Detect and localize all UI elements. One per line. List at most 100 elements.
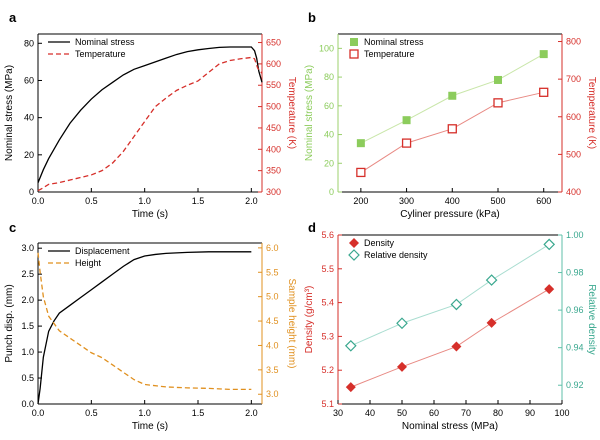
- x-axis-label: Time (s): [132, 209, 168, 220]
- y-tick-label: 2.5: [21, 269, 34, 279]
- y2-tick-label: 350: [266, 166, 281, 176]
- data-point: [450, 298, 463, 311]
- series-line-1: [37, 251, 252, 405]
- data-point: [493, 98, 503, 108]
- y2-tick-label: 500: [266, 102, 281, 112]
- y2-tick-label: 400: [266, 144, 281, 154]
- y2-tick-label: 0.98: [566, 268, 584, 278]
- x-tick-label: 200: [353, 196, 368, 206]
- data-point: [448, 91, 457, 100]
- data-point: [544, 284, 555, 295]
- x-tick-label: 0.5: [85, 408, 98, 418]
- y-axis-label: Punch disp. (mm): [4, 284, 15, 362]
- y-tick-label: 100: [319, 43, 334, 53]
- panel-c: c 0.0 0.5 1.0 1.5 2.0 0.0 0.5 1.0 1.5 2.0 2.5 3.0 3.0…: [4, 220, 297, 432]
- y2-tick-label: 0.94: [566, 343, 584, 353]
- series-line-1: [350, 288, 550, 388]
- y2-tick-label: 700: [566, 74, 581, 84]
- y2-tick-label: 550: [266, 80, 281, 90]
- y2-tick-label: 4.0: [266, 340, 279, 350]
- data-point: [485, 274, 498, 286]
- y-tick-label: 0.5: [21, 373, 34, 383]
- x-tick-label: 1.5: [192, 196, 205, 206]
- x-tick-label: 30: [333, 408, 343, 418]
- y2-tick-label: 4.5: [266, 316, 279, 326]
- x-tick-label: 0.0: [32, 196, 45, 206]
- x-tick-label: 1.0: [138, 408, 151, 418]
- x-axis-label: Cyliner pressure (kPa): [400, 209, 499, 220]
- panel-letter: c: [9, 220, 16, 235]
- y-tick-label: 5.6: [321, 230, 334, 240]
- y2-tick-label: 600: [566, 112, 581, 122]
- x-tick-label: 40: [365, 408, 375, 418]
- data-point: [396, 317, 408, 330]
- panel-d: d 30 40 50 60 70 80 90 100 5.1 5.2 5.3 5.4 5.5 5.6 0.92…: [304, 220, 597, 432]
- y-tick-label: 40: [24, 113, 34, 123]
- y-tick-label: 20: [324, 158, 334, 168]
- panel-letter: a: [9, 10, 17, 25]
- data-point: [494, 75, 502, 84]
- data-point: [401, 138, 412, 148]
- y-tick-label: 80: [24, 38, 34, 48]
- y-tick-label: 5.1: [321, 399, 334, 409]
- y2-tick-label: 5.5: [266, 267, 279, 277]
- panel-letter: b: [308, 10, 316, 25]
- y-tick-label: 0: [29, 187, 34, 197]
- data-point: [402, 116, 411, 125]
- y-tick-label: 20: [24, 150, 34, 160]
- y2-tick-label: 0.92: [566, 380, 584, 390]
- legend-label: Height: [75, 258, 102, 268]
- y-tick-label: 60: [24, 75, 34, 85]
- legend-swatch: [349, 238, 359, 248]
- x-tick-label: 70: [461, 408, 471, 418]
- x-axis-label: Nominal stress (MPa): [402, 421, 498, 432]
- y2-tick-label: 6.0: [266, 243, 279, 253]
- x-tick-label: 60: [429, 408, 439, 418]
- y-tick-label: 5.4: [321, 298, 334, 308]
- y2-axis-label: Relative density: [586, 284, 597, 355]
- y-axis-label: Nominal stress (MPa): [304, 65, 315, 161]
- legend-label: Displacement: [75, 246, 130, 256]
- panel-letter: d: [308, 220, 316, 235]
- y-axis-label: Density (g/cm³): [304, 286, 315, 354]
- y-axis-label: Nominal stress (MPa): [4, 65, 15, 161]
- y-tick-label: 5.5: [321, 264, 334, 274]
- y2-tick-label: 1.00: [566, 230, 584, 240]
- y-tick-label: 1.0: [21, 347, 34, 357]
- x-tick-label: 0.0: [32, 408, 45, 418]
- y-tick-label: 2.0: [21, 295, 34, 305]
- y2-tick-label: 650: [266, 38, 281, 48]
- legend-label: Temperature: [75, 49, 126, 59]
- x-tick-label: 1.5: [192, 408, 205, 418]
- legend-label: Relative density: [364, 250, 428, 260]
- y2-tick-label: 5.0: [266, 292, 279, 302]
- y-tick-label: 80: [324, 72, 334, 82]
- data-point: [345, 382, 356, 393]
- data-point: [356, 139, 365, 148]
- x-tick-label: 1.0: [138, 196, 151, 206]
- legend-swatch: [349, 49, 359, 59]
- data-point: [543, 238, 556, 251]
- legend-label: Nominal stress: [364, 37, 424, 47]
- y-tick-label: 60: [324, 101, 334, 111]
- legend-label: Density: [364, 238, 395, 248]
- panel-a: a 0.0 0.5 1.0 1.5 2.0 0 20 40 60 80 300 350 400 450 500…: [4, 10, 297, 220]
- x-tick-label: 500: [490, 196, 505, 206]
- data-point: [447, 124, 457, 134]
- y2-tick-label: 800: [566, 37, 581, 47]
- y2-tick-label: 3.5: [266, 365, 279, 375]
- y-tick-label: 40: [324, 130, 334, 140]
- y-tick-label: 5.3: [321, 331, 334, 341]
- series-line-1: [37, 46, 263, 183]
- y2-tick-label: 0.96: [566, 305, 584, 315]
- data-point: [539, 87, 549, 97]
- x-tick-label: 90: [525, 408, 535, 418]
- x-tick-label: 2.0: [245, 196, 258, 206]
- data-point: [344, 339, 357, 352]
- x-tick-label: 100: [554, 408, 569, 418]
- x-tick-label: 50: [397, 408, 407, 418]
- y-tick-label: 5.2: [321, 365, 334, 375]
- y2-tick-label: 400: [566, 187, 581, 197]
- y2-tick-label: 450: [266, 123, 281, 133]
- y2-tick-label: 3.0: [266, 389, 279, 399]
